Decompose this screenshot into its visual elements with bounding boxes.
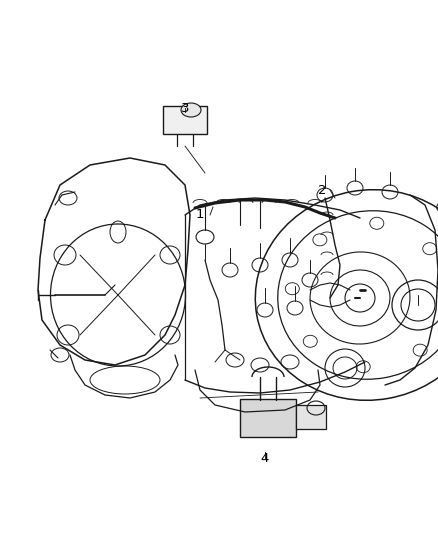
- Ellipse shape: [181, 103, 201, 117]
- Text: 1: 1: [196, 208, 204, 222]
- Text: 2: 2: [318, 183, 326, 197]
- Text: 4: 4: [261, 451, 269, 464]
- FancyBboxPatch shape: [296, 405, 326, 429]
- Text: 3: 3: [181, 101, 189, 115]
- FancyBboxPatch shape: [163, 106, 207, 134]
- FancyBboxPatch shape: [240, 399, 296, 437]
